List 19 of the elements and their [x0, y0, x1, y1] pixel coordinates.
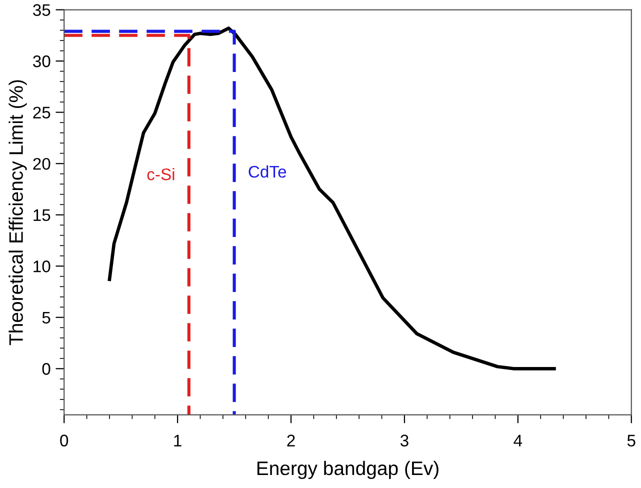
series-label: CdTe	[248, 165, 286, 178]
y-tick-label: 15	[34, 209, 50, 222]
y-axis-title: Theoretical Efficiency Limit (%)	[8, 80, 27, 346]
y-tick-label: 35	[33, 4, 50, 16]
y-tick-label: 10	[34, 260, 50, 272]
y-tick-label: 0	[42, 363, 50, 375]
y-tick-label: 25	[33, 106, 50, 119]
x-tick-label: 4	[514, 434, 522, 446]
y-tick-label: 5	[42, 312, 50, 324]
x-tick-label: 0	[60, 434, 68, 446]
series-label: c-Si	[147, 168, 174, 180]
x-tick-label: 2	[287, 434, 295, 446]
y-tick-label: 30	[33, 55, 50, 68]
x-tick-label: 5	[627, 434, 636, 446]
x-tick-label: 1	[174, 434, 182, 446]
line-series	[108, 26, 556, 370]
y-tick-label: 20	[33, 158, 50, 170]
x-axis-title: Energy bandgap (Ev)	[257, 460, 438, 480]
x-tick-label: 3	[400, 434, 408, 446]
